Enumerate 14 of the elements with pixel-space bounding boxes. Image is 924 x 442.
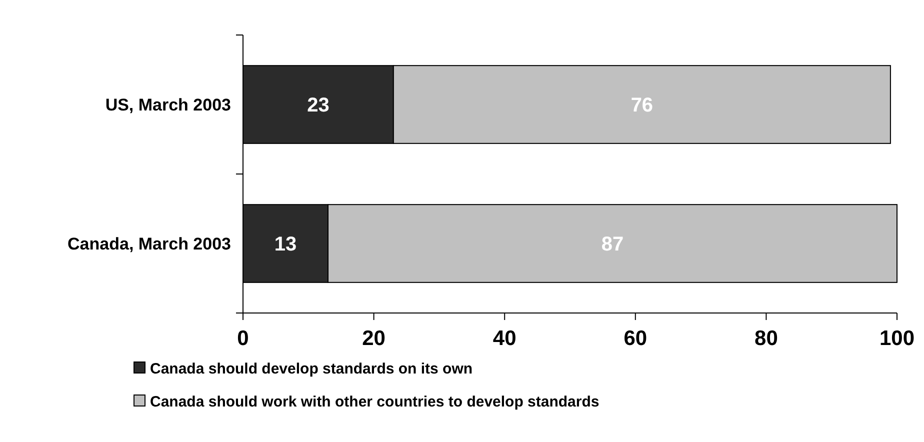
x-tick-label: 100	[879, 327, 915, 350]
data-label: 13	[274, 234, 297, 256]
legend-label: Canada should work with other countries to develop standards	[150, 393, 600, 410]
data-label: 23	[307, 94, 330, 116]
data-label: 87	[601, 234, 624, 256]
y-tick-label: Canada, March 2003	[68, 234, 231, 254]
data-label: 76	[630, 94, 654, 116]
x-tick-label: 60	[624, 327, 648, 350]
x-tick-label: 20	[362, 327, 386, 350]
legend-label: Canada should develop standards on its own	[150, 360, 473, 378]
x-tick-label: 0	[237, 327, 249, 350]
y-tick-label: US, March 2003	[105, 95, 231, 114]
x-tick-label: 80	[754, 327, 778, 350]
x-tick-label: 40	[492, 327, 516, 350]
